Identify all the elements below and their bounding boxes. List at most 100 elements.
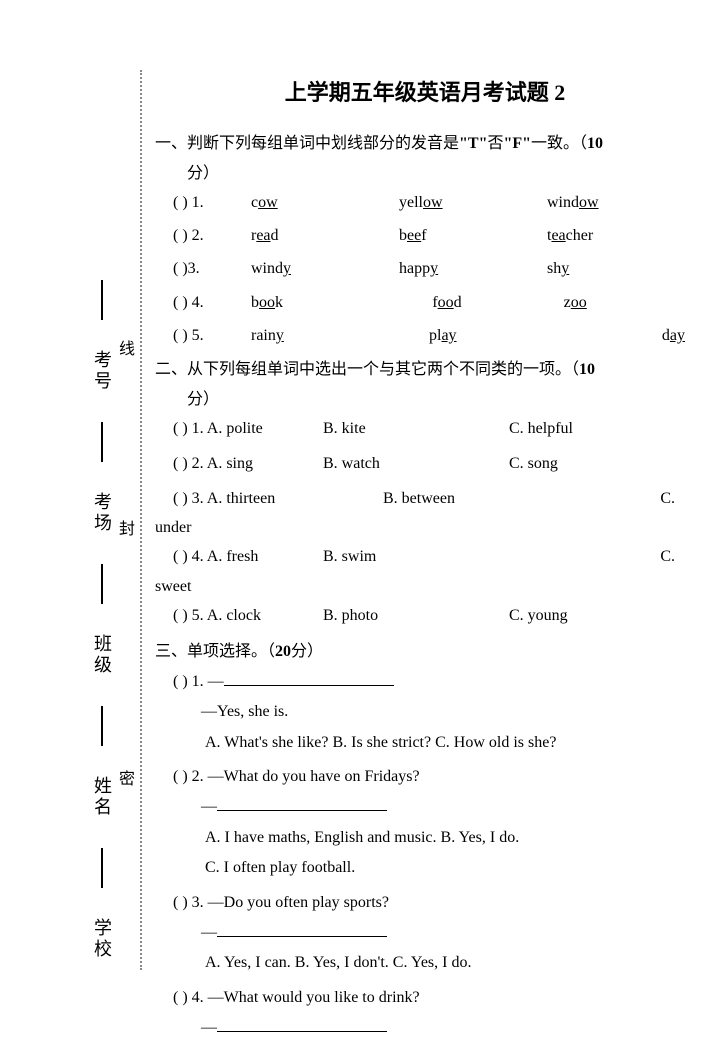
word1: rainy — [251, 322, 379, 349]
blank-line — [224, 672, 394, 686]
q-c: C. — [529, 485, 695, 514]
s2-q5: ( ) 5. A. clock B. photo C. young — [173, 602, 695, 631]
word2: yellow — [399, 189, 547, 216]
word2: beef — [399, 222, 547, 249]
q-a: ( ) 1. A. polite — [173, 415, 323, 444]
word3: day — [557, 322, 695, 349]
section3-text-b: 分） — [291, 643, 323, 660]
s2-q4: ( ) 4. A. fresh B. swim C. — [173, 543, 695, 572]
binding-label-class: 班级 — [89, 634, 115, 676]
q-num: ( ) 2. — [173, 222, 251, 249]
q-c: C. song — [509, 450, 695, 479]
section2-tail: 分） — [187, 385, 695, 409]
binding-labels: 学校 姓名 班级 考场 考号 — [72, 70, 132, 970]
section1-tail: 分） — [187, 159, 695, 183]
q-c: C. helpful — [509, 415, 695, 444]
word2: happy — [399, 255, 547, 282]
exam-content: 上学期五年级英语月考试题 2 一、 判断下列每组单词中划线部分的发音是"T"否"… — [155, 75, 695, 1048]
s2-q3-wrap: under — [155, 519, 695, 537]
section1-text-a: 判断下列每组单词中划线部分的发音是 — [187, 135, 459, 152]
section1-text-c: 否 — [487, 135, 503, 152]
q2-opts1: A. I have maths, English and music. B. Y… — [205, 823, 695, 853]
s3-q3: ( ) 3. —Do you often play sports? — A. Y… — [173, 888, 695, 979]
s3-q2: ( ) 2. —What do you have on Fridays? — A… — [173, 762, 695, 884]
section1-head: 一、 判断下列每组单词中划线部分的发音是"T"否"F"一致。（10 — [155, 129, 695, 153]
q-a: ( ) 4. A. fresh — [173, 543, 323, 572]
q-b: B. watch — [323, 450, 509, 479]
q3-opts: A. Yes, I can. B. Yes, I don't. C. Yes, … — [205, 948, 695, 978]
s3-q1: ( ) 1. — —Yes, she is. A. What's she lik… — [173, 667, 695, 758]
q4-line1: ( ) 4. —What would you like to drink? — [173, 983, 695, 1013]
section1-tf-f: "F" — [503, 135, 531, 152]
q-b: B. swim — [323, 543, 499, 572]
section1-text: 判断下列每组单词中划线部分的发音是"T"否"F"一致。（10 — [187, 129, 695, 153]
section2-num: 二、 — [155, 355, 187, 379]
q-num: ( ) 5. — [173, 322, 251, 349]
q-a: ( ) 3. A. thirteen — [173, 485, 323, 514]
binding-blank — [101, 848, 103, 888]
q-num: ( )3. — [173, 255, 251, 282]
word3: window — [547, 189, 695, 216]
q-c: C. young — [509, 602, 695, 631]
s1-q2: ( ) 2. read beef teacher — [173, 222, 695, 249]
q2-dash: — — [201, 792, 695, 822]
binding-label-school: 学校 — [89, 918, 115, 960]
q-a: ( ) 2. A. sing — [173, 450, 323, 479]
section3-points: 20 — [275, 643, 291, 660]
word2: play — [379, 322, 557, 349]
q-num: ( ) 1. — [173, 189, 251, 216]
binding-blank — [101, 706, 103, 746]
section2-text-a: 从下列每组单词中选出一个与其它两个不同类的一项。（ — [187, 361, 579, 378]
binding-blank — [101, 564, 103, 604]
q-b: B. photo — [323, 602, 509, 631]
section1-points: 10 — [587, 135, 603, 152]
s2-q2: ( ) 2. A. sing B. watch C. song — [173, 450, 695, 479]
blank-line — [217, 1018, 387, 1032]
s1-q1: ( ) 1. cow yellow window — [173, 189, 695, 216]
s1-q5: ( ) 5. rainy play day — [173, 322, 695, 349]
word1: book — [251, 289, 382, 316]
q1-opts: A. What's she like? B. Is she strict? C.… — [205, 728, 695, 758]
section2-text: 从下列每组单词中选出一个与其它两个不同类的一项。（10 — [187, 355, 695, 379]
word1: read — [251, 222, 399, 249]
section2-points: 10 — [579, 361, 595, 378]
q-a: ( ) 5. A. clock — [173, 602, 323, 631]
word3: shy — [547, 255, 695, 282]
section3-text-a: 单项选择。（ — [187, 643, 275, 660]
section1-text-e: 一致。（ — [531, 135, 587, 152]
binding-blank — [101, 280, 103, 320]
blank-line — [217, 923, 387, 937]
q3-dash: — — [201, 918, 695, 948]
q-c: C. — [499, 543, 695, 572]
q4-dash: — — [201, 1013, 695, 1043]
section3-num: 三、 — [155, 637, 187, 661]
binding-dotted-line — [140, 70, 142, 970]
q-num: ( ) 4. — [173, 289, 251, 316]
blank-line — [217, 797, 387, 811]
s3-q4: ( ) 4. —What would you like to drink? — — [173, 983, 695, 1044]
s1-q4: ( ) 4. book food zoo — [173, 289, 695, 316]
word1: windy — [251, 255, 399, 282]
section1-tf-t: "T" — [459, 135, 487, 152]
s2-q1: ( ) 1. A. polite B. kite C. helpful — [173, 415, 695, 444]
s2-q4-wrap: sweet — [155, 578, 695, 596]
q3-line1: ( ) 3. —Do you often play sports? — [173, 888, 695, 918]
word3: zoo — [564, 289, 695, 316]
q2-line1: ( ) 2. —What do you have on Fridays? — [173, 762, 695, 792]
word2: food — [382, 289, 563, 316]
q-b: B. between — [323, 485, 529, 514]
binding-label-id: 考号 — [89, 350, 115, 392]
q2-opts2: C. I often play football. — [205, 853, 695, 883]
s2-q3: ( ) 3. A. thirteen B. between C. — [173, 485, 695, 514]
binding-label-name: 姓名 — [89, 776, 115, 818]
s1-q3: ( )3. windy happy shy — [173, 255, 695, 282]
section2-head: 二、 从下列每组单词中选出一个与其它两个不同类的一项。（10 — [155, 355, 695, 379]
binding-blank — [101, 422, 103, 462]
q1-line1: ( ) 1. — — [173, 667, 695, 697]
exam-title: 上学期五年级英语月考试题 2 — [155, 75, 695, 107]
section3-head: 三、 单项选择。（20分） — [155, 637, 695, 661]
binding-label-room: 考场 — [89, 492, 115, 534]
binding-margin: 线 封 密 学校 姓名 班级 考场 考号 — [72, 70, 147, 970]
q-b: B. kite — [323, 415, 509, 444]
section3-text: 单项选择。（20分） — [187, 637, 695, 661]
